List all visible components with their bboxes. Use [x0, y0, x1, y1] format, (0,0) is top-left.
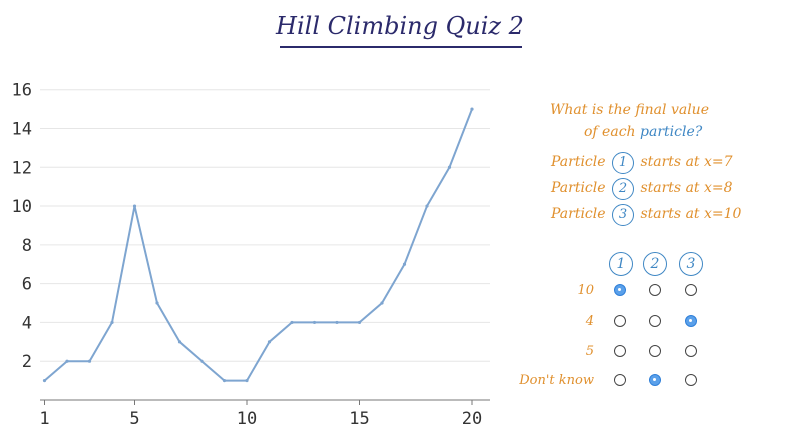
- data-point-12: [290, 320, 294, 325]
- radio-row2-col1[interactable]: [614, 315, 626, 327]
- column-header-2: 2: [643, 252, 667, 276]
- data-point-7: [177, 340, 182, 344]
- data-point-13: [312, 320, 317, 325]
- row-label-5: 5: [585, 344, 594, 359]
- particle-3-text: starts at x=10: [640, 206, 742, 222]
- data-point-3: [87, 359, 92, 363]
- particle-1-badge: 1: [612, 152, 634, 174]
- data-point-4: [110, 320, 114, 325]
- particle-2-badge: 2: [612, 178, 634, 200]
- x-tick-label-10: 10: [237, 409, 257, 429]
- question-line-2-prefix: of each: [584, 124, 636, 140]
- row-label-dont-know: Don't know: [519, 373, 594, 388]
- data-point-2: [65, 359, 69, 363]
- particle-1-label: Particle: [551, 154, 606, 170]
- y-tick-label-2: 2: [22, 352, 32, 372]
- x-tick-label-20: 20: [462, 409, 482, 429]
- data-point-5: [132, 204, 137, 208]
- radio-row1-col3[interactable]: [685, 284, 697, 296]
- y-tick-label-10: 10: [12, 197, 32, 217]
- particle-3-label: Particle: [551, 206, 606, 222]
- question-line-2: of each particle?: [584, 124, 702, 140]
- question-line-2-word: particle?: [640, 124, 703, 140]
- y-tick-label-16: 16: [12, 81, 32, 101]
- data-point-10: [245, 379, 249, 383]
- row-label-4: 4: [585, 314, 594, 329]
- column-header-3: 3: [679, 252, 703, 276]
- page-title: Hill Climbing Quiz 2: [276, 12, 524, 40]
- y-tick-label-6: 6: [22, 275, 32, 295]
- radio-row3-col3[interactable]: [685, 345, 697, 357]
- radio-row1-col2[interactable]: [649, 284, 661, 296]
- data-point-16: [380, 301, 384, 305]
- particle-2-text: starts at x=8: [640, 180, 733, 196]
- radio-row1-col1[interactable]: [614, 284, 626, 296]
- row-label-10: 10: [577, 283, 594, 298]
- data-point-8: [200, 359, 204, 363]
- particle-3-badge: 3: [612, 204, 634, 226]
- data-point-18: [425, 204, 429, 208]
- data-point-19: [447, 165, 452, 169]
- y-tick-label-8: 8: [22, 236, 32, 256]
- particle-1-text: starts at x=7: [640, 154, 733, 170]
- particle-2-line: Particle 2 starts at x=8: [551, 178, 733, 200]
- radio-row3-col1[interactable]: [614, 345, 626, 357]
- x-tick-label-15: 15: [349, 409, 369, 429]
- column-header-1: 1: [609, 252, 633, 276]
- x-tick-label-5: 5: [129, 409, 139, 429]
- data-point-15: [357, 320, 362, 325]
- data-point-9: [222, 379, 227, 383]
- data-point-20: [470, 107, 474, 111]
- question-line-1: What is the final value: [550, 102, 709, 118]
- y-tick-label-4: 4: [22, 313, 32, 333]
- radio-row4-col2[interactable]: [649, 374, 661, 386]
- radio-row4-col3[interactable]: [685, 374, 697, 386]
- radio-row4-col1[interactable]: [614, 374, 626, 386]
- data-point-11: [267, 340, 272, 344]
- radio-row2-col3[interactable]: [685, 315, 697, 327]
- particle-3-line: Particle 3 starts at x=10: [551, 204, 741, 226]
- x-tick-label-1: 1: [39, 409, 49, 429]
- radio-row2-col2[interactable]: [649, 315, 661, 327]
- particle-2-label: Particle: [551, 180, 606, 196]
- series-line: [43, 108, 473, 382]
- data-point-17: [402, 262, 407, 266]
- data-point-6: [155, 301, 159, 305]
- y-tick-label-12: 12: [12, 158, 32, 178]
- data-point-14: [335, 320, 339, 325]
- radio-row3-col2[interactable]: [649, 345, 661, 357]
- title-underline: [280, 46, 522, 48]
- data-point-1: [42, 379, 47, 383]
- y-tick-label-14: 14: [12, 119, 32, 139]
- particle-1-line: Particle 1 starts at x=7: [551, 152, 733, 174]
